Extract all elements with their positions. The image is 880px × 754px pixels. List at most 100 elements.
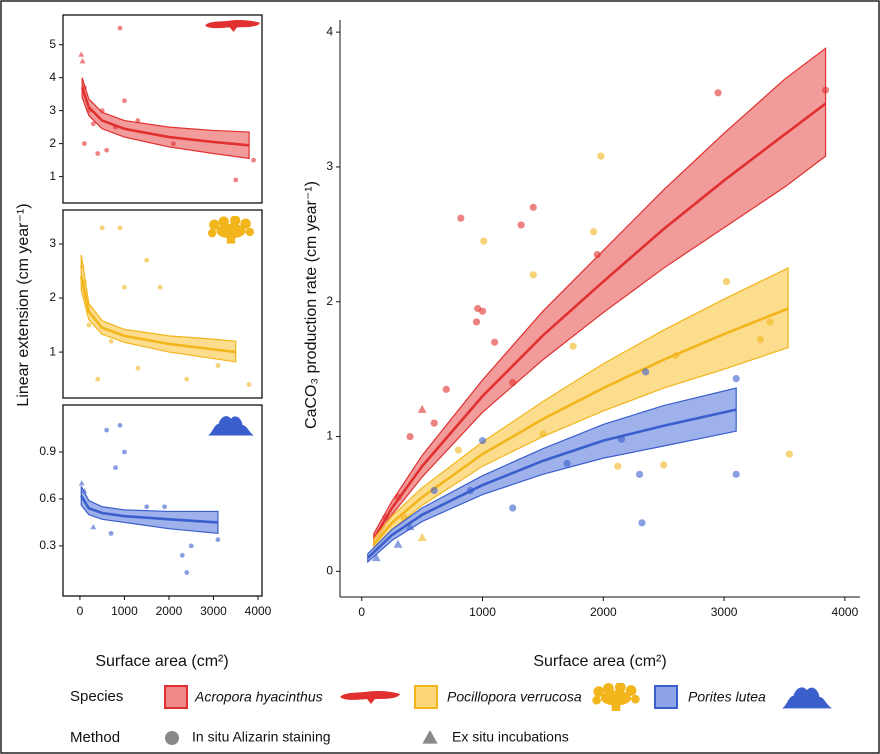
species-icon: [782, 687, 832, 709]
data-point: [491, 338, 499, 346]
legend-swatch: [654, 685, 678, 709]
y-tick-label: 3: [326, 159, 333, 173]
data-point: [144, 257, 150, 263]
y-tick-label: 3: [49, 103, 56, 117]
data-point: [90, 121, 96, 127]
data-point: [617, 435, 626, 443]
data-point: [406, 432, 414, 441]
data-point: [394, 493, 402, 501]
y-axis-label: CaCO₃ production rate (cm year⁻¹): [303, 181, 320, 429]
data-point: [417, 533, 427, 541]
data-point: [590, 228, 598, 236]
x-tick-label: 3000: [711, 605, 738, 619]
x-tick-label: 0: [358, 605, 365, 619]
legend-label: Pocillopora verrucosa: [447, 689, 582, 705]
data-point: [638, 519, 646, 527]
data-point: [457, 214, 465, 222]
data-point: [78, 480, 85, 486]
x-axis-label: Surface area (cm²): [533, 653, 666, 670]
data-point: [597, 152, 605, 160]
data-point: [466, 486, 475, 495]
x-tick-label: 4000: [832, 605, 859, 619]
data-point: [539, 430, 547, 438]
y-tick-label: 0: [326, 564, 333, 578]
data-point: [371, 553, 381, 562]
data-point: [509, 379, 517, 387]
data-point: [113, 465, 118, 471]
y-tick-label: 2: [49, 290, 56, 304]
y-tick-label: 2: [326, 294, 333, 308]
data-point: [474, 304, 482, 313]
data-point: [529, 271, 537, 279]
data-point: [135, 365, 141, 371]
y-tick-label: 1: [326, 429, 333, 443]
data-point: [113, 124, 118, 130]
data-point: [614, 462, 622, 470]
data-point: [472, 318, 481, 326]
legend-swatch: [164, 685, 188, 709]
data-point: [184, 376, 190, 382]
data-point: [766, 318, 774, 326]
panel-frame: [62, 404, 263, 597]
legend-label: Acropora hyacinthus: [194, 689, 323, 705]
data-point: [722, 277, 731, 286]
fit-line: [366, 408, 737, 559]
data-point: [135, 118, 141, 123]
y-tick-label: 4: [326, 24, 333, 38]
species-icon: [592, 683, 640, 711]
data-point: [672, 352, 680, 360]
legend-swatch: [414, 685, 438, 709]
data-point: [593, 250, 601, 259]
data-point: [246, 382, 252, 387]
y-tick-label: 0.3: [39, 538, 56, 552]
fit-line: [372, 307, 789, 546]
data-point: [184, 570, 190, 575]
y-tick-label: 0.9: [39, 444, 56, 458]
x-tick-label: 0: [77, 604, 84, 618]
y-tick-label: 1: [49, 344, 56, 358]
data-point: [108, 338, 114, 344]
legend-label: Ex situ incubations: [452, 729, 569, 745]
data-point: [95, 151, 101, 156]
data-point: [430, 419, 438, 427]
y-tick-label: 2: [49, 136, 56, 150]
fit-line: [80, 495, 219, 524]
y-tick-label: 0.6: [39, 491, 56, 505]
data-point: [81, 85, 87, 90]
species-icon: [208, 216, 254, 244]
legend-title: Method: [70, 729, 120, 746]
x-tick-label: 3000: [200, 604, 227, 618]
panel-frame: [62, 209, 263, 399]
x-tick-label: 2000: [590, 605, 617, 619]
fit-line: [80, 87, 250, 147]
data-point: [104, 147, 110, 153]
x-tick-label: 1000: [469, 605, 496, 619]
data-point: [756, 335, 764, 344]
legend-marker: [422, 730, 438, 744]
data-point: [430, 486, 438, 495]
legend-label: In situ Alizarin staining: [192, 729, 331, 745]
data-point: [81, 279, 87, 285]
data-point: [641, 368, 650, 376]
data-point: [90, 523, 97, 530]
species-icon: [205, 19, 260, 32]
data-point: [785, 450, 793, 458]
data-point: [117, 422, 123, 428]
data-point: [517, 221, 525, 229]
x-tick-label: 2000: [156, 604, 183, 618]
data-point: [99, 225, 105, 231]
data-point: [215, 363, 221, 368]
data-point: [81, 487, 88, 494]
data-point: [660, 461, 668, 469]
data-point: [405, 522, 415, 531]
data-point: [188, 543, 194, 549]
data-point: [122, 449, 127, 455]
confidence-band: [80, 254, 237, 363]
fit-line: [79, 276, 236, 354]
confidence-band: [80, 486, 219, 535]
data-point: [117, 225, 123, 231]
data-point: [563, 459, 571, 468]
y-tick-label: 3: [49, 236, 56, 250]
